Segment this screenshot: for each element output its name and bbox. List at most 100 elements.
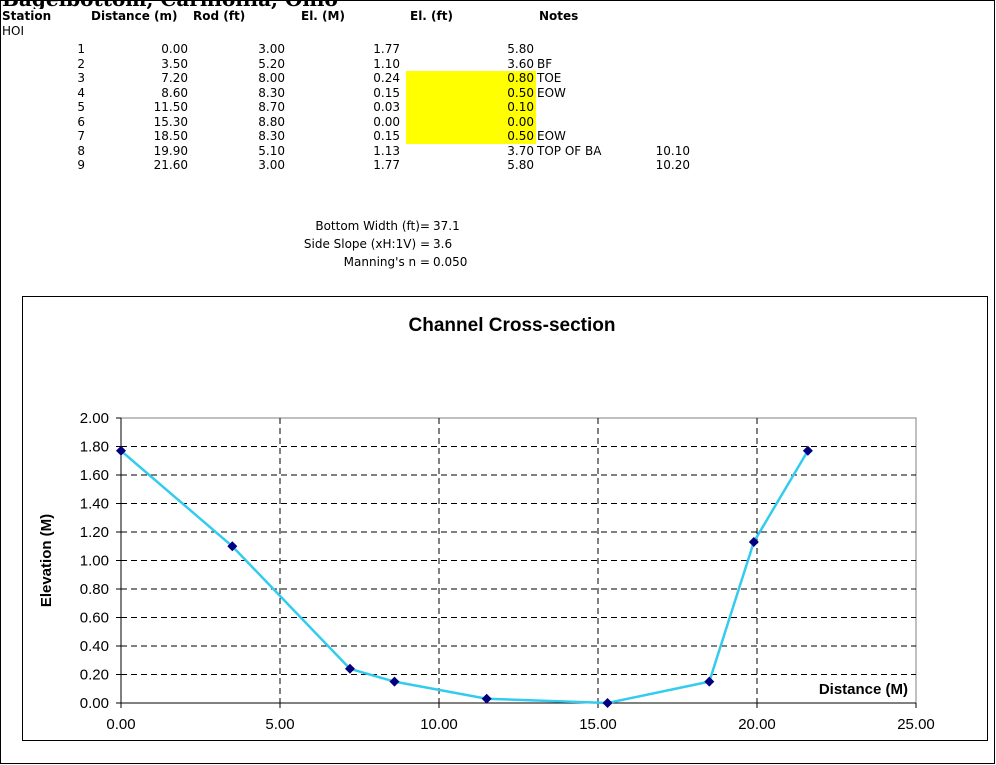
param-label: Bottom Width (ft)= [315,219,430,233]
highlight-cell [406,114,536,129]
row-distance: 3.50 [161,56,188,71]
y-tick-label: 2.00 [80,410,109,427]
row-el-ft: 3.60 [507,56,534,71]
row-number: 5 [77,100,85,114]
header-rod: Rod (ft) [193,9,246,23]
row-el-m: 1.77 [373,158,400,172]
header-station: Station [2,9,52,23]
y-axis-label: Elevation (M) [38,514,55,607]
x-tick-label: 10.00 [420,716,458,733]
row-rod: 5.10 [258,143,285,158]
data-point [481,693,492,704]
row-el-ft: 0.50 [507,129,534,143]
x-tick-label: 15.00 [579,716,617,733]
row-el-m: 1.13 [373,143,400,158]
row-el-m: 0.24 [373,71,400,85]
row-rod: 8.30 [258,129,285,143]
x-tick-label: 25.00 [897,716,935,733]
data-point [116,445,126,456]
row-note: BF [537,56,553,71]
row-number: 8 [77,143,85,158]
row-extra: 10.10 [655,143,690,158]
data-point [227,541,238,552]
clipped-title: Bagelbottom, Carniollia, Ohio [0,0,996,9]
y-tick-label: 1.80 [80,439,109,456]
row-el-ft: 0.80 [507,71,534,85]
row-number: 6 [77,114,85,129]
highlight-cell [406,129,536,144]
chart-title: Channel Cross-section [409,315,616,336]
row-distance: 8.60 [161,85,188,100]
row-el-m: 1.10 [373,56,400,71]
param-label: Manning's n = [343,255,430,269]
header-el-ft: El. (ft) [410,9,453,23]
row-number: 2 [77,56,85,71]
row-rod: 8.80 [258,114,285,129]
row-distance: 7.20 [161,71,188,85]
row-distance: 18.50 [153,129,188,143]
data-point [748,536,759,547]
data-point [344,663,355,674]
y-tick-label: 1.40 [80,496,109,513]
row-note: TOE [537,71,562,85]
highlight-cell [406,71,536,86]
y-tick-label: 0.40 [80,638,109,655]
row-rod: 3.00 [258,42,285,56]
row-rod: 8.00 [258,71,285,85]
data-point [704,676,715,687]
highlight-cell [406,85,536,100]
row-distance: 21.60 [153,158,188,172]
row-rod: 5.20 [258,56,285,71]
x-tick-label: 5.00 [265,716,294,733]
y-tick-label: 1.60 [80,467,109,484]
param-value: 0.050 [433,255,468,269]
header-notes: Notes [539,9,579,23]
row-el-m: 0.00 [373,114,400,129]
highlight-cell [406,100,536,115]
data-point [802,445,813,456]
y-tick-label: 0.60 [80,610,109,627]
row-note: EOW [537,129,566,143]
row-number: 7 [77,129,85,143]
row-el-ft: 5.80 [507,42,534,56]
param-label: Side Slope (xH:1V) = [303,237,430,251]
row-rod: 8.70 [258,100,285,114]
row-el-ft: 0.10 [507,100,534,114]
header-distance: Distance (m) [91,9,178,23]
row-number: 4 [77,85,85,100]
y-tick-label: 0.80 [80,581,109,598]
row-extra: 10.20 [655,158,690,172]
row-distance: 11.50 [153,100,188,114]
row-el-ft: 3.70 [507,143,534,158]
row-el-m: 0.15 [373,85,400,100]
x-axis-label: Distance (M) [819,681,908,698]
row-number: 1 [77,42,85,56]
row-el-m: 0.03 [373,100,400,114]
x-tick-label: 20.00 [738,716,776,733]
y-tick-label: 0.00 [80,695,109,712]
y-tick-label: 1.20 [80,524,109,541]
param-value: 37.1 [433,219,460,233]
row-note: TOP OF BA [537,143,602,158]
row-rod: 3.00 [258,158,285,172]
row-el-ft: 0.50 [507,85,534,100]
row-rod: 8.30 [258,85,285,100]
row-number: 3 [77,71,85,85]
row-distance: 19.90 [153,143,188,158]
row-el-ft: 5.80 [507,158,534,172]
param-value: 3.6 [433,237,453,251]
y-tick-label: 0.20 [80,667,109,684]
row-el-ft: 0.00 [507,114,534,129]
data-point [389,676,400,687]
row-distance: 0.00 [161,42,188,56]
x-tick-label: 0.00 [106,716,135,733]
row-el-m: 0.15 [373,129,400,143]
row-distance: 15.30 [153,114,188,129]
station-name: HOI [2,24,25,38]
data-point [602,698,613,708]
row-number: 9 [77,158,85,172]
row-el-m: 1.77 [373,42,400,56]
row-note: EOW [537,85,566,100]
